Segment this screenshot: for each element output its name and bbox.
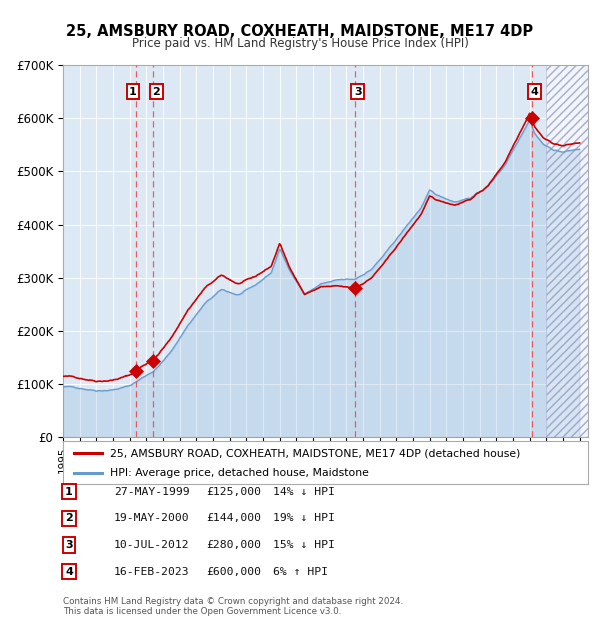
Text: 2: 2 — [65, 513, 73, 523]
Text: 4: 4 — [65, 567, 73, 577]
Text: 16-FEB-2023: 16-FEB-2023 — [114, 567, 190, 577]
Text: 15% ↓ HPI: 15% ↓ HPI — [273, 540, 335, 550]
Text: £600,000: £600,000 — [206, 567, 261, 577]
Text: Price paid vs. HM Land Registry's House Price Index (HPI): Price paid vs. HM Land Registry's House … — [131, 37, 469, 50]
Text: 19% ↓ HPI: 19% ↓ HPI — [273, 513, 335, 523]
Text: £144,000: £144,000 — [206, 513, 261, 523]
Text: This data is licensed under the Open Government Licence v3.0.: This data is licensed under the Open Gov… — [63, 607, 341, 616]
Text: 25, AMSBURY ROAD, COXHEATH, MAIDSTONE, ME17 4DP (detached house): 25, AMSBURY ROAD, COXHEATH, MAIDSTONE, M… — [110, 448, 521, 458]
Text: 4: 4 — [530, 87, 538, 97]
Bar — [547, 65, 588, 437]
Bar — [547, 65, 588, 437]
Text: 3: 3 — [354, 87, 361, 97]
Text: 10-JUL-2012: 10-JUL-2012 — [114, 540, 190, 550]
Text: 19-MAY-2000: 19-MAY-2000 — [114, 513, 190, 523]
Text: £280,000: £280,000 — [206, 540, 261, 550]
Text: 3: 3 — [65, 540, 73, 550]
Text: HPI: Average price, detached house, Maidstone: HPI: Average price, detached house, Maid… — [110, 468, 369, 478]
Text: Contains HM Land Registry data © Crown copyright and database right 2024.: Contains HM Land Registry data © Crown c… — [63, 597, 403, 606]
Text: 1: 1 — [65, 487, 73, 497]
Text: 14% ↓ HPI: 14% ↓ HPI — [273, 487, 335, 497]
Text: 2: 2 — [152, 87, 160, 97]
Text: £125,000: £125,000 — [206, 487, 261, 497]
Text: 27-MAY-1999: 27-MAY-1999 — [114, 487, 190, 497]
Text: 1: 1 — [129, 87, 137, 97]
Text: 6% ↑ HPI: 6% ↑ HPI — [273, 567, 328, 577]
Text: 25, AMSBURY ROAD, COXHEATH, MAIDSTONE, ME17 4DP: 25, AMSBURY ROAD, COXHEATH, MAIDSTONE, M… — [67, 24, 533, 38]
